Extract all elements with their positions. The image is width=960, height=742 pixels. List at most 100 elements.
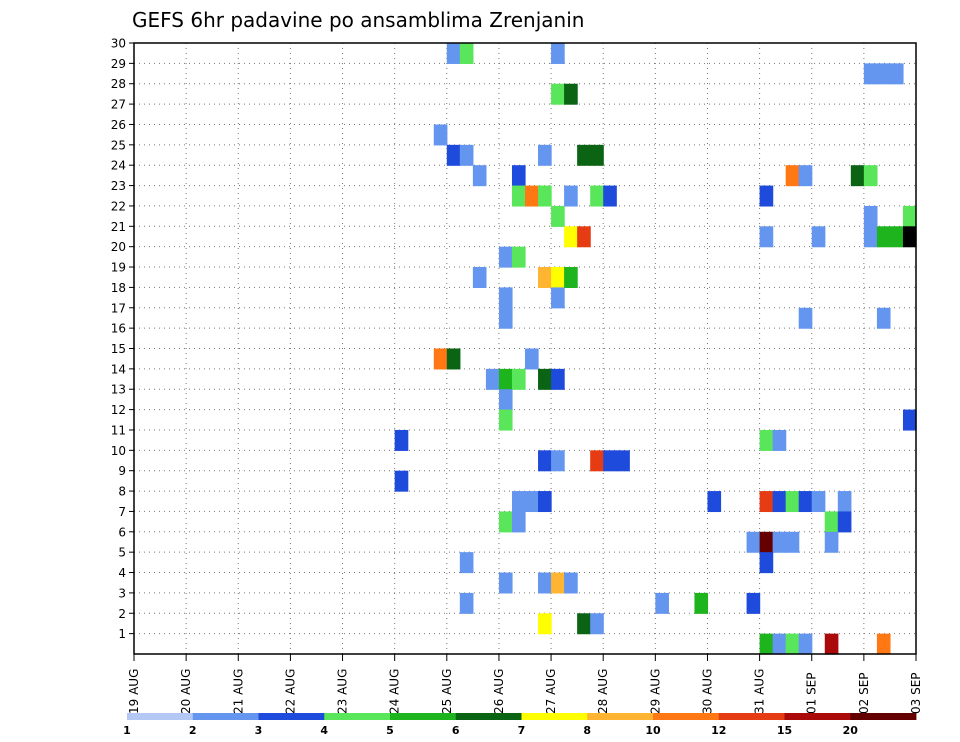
x-tick-label: 03 SEP [909,672,923,714]
y-tick-label: 25 [111,138,126,152]
x-tick-label: 24 AUG [388,669,402,714]
heatmap-cell [394,429,409,451]
y-tick-label: 14 [111,362,126,376]
colorbar-label: 12 [711,724,726,737]
heatmap-cell [459,43,474,64]
y-tick-label: 16 [111,322,126,336]
heatmap-cell [798,491,813,513]
colorbar-segment [127,713,194,720]
y-tick-label: 9 [118,464,126,478]
heatmap-cell [811,226,826,248]
heatmap-cell [876,307,891,329]
heatmap-cell [577,613,591,635]
heatmap-cell [394,470,409,492]
x-tick-label: 20 AUG [179,669,193,714]
heatmap-cell [876,633,891,655]
heatmap-cell [551,205,565,227]
heatmap-cell [902,226,917,248]
heatmap-cell [603,185,617,207]
y-tick-label: 7 [118,505,126,519]
heatmap-cell [433,348,448,370]
y-tick-label: 12 [111,403,126,417]
heatmap-cell [772,531,787,553]
heatmap-cell [798,633,813,655]
x-tick-label: 02 SEP [857,672,871,714]
y-tick-label: 24 [111,159,126,173]
y-tick-label: 17 [111,301,126,315]
heatmap-cells [394,43,917,655]
heatmap-cell [511,246,526,268]
x-tick-label: 25 AUG [440,669,454,714]
colorbar-segment [718,713,785,720]
y-tick-label: 3 [118,586,126,600]
heatmap-cell [590,450,604,472]
heatmap-cell [837,511,852,533]
y-tick-label: 23 [111,179,126,193]
heatmap-cell [498,246,513,268]
heatmap-cell [863,165,878,187]
heatmap-cell [889,63,904,85]
heatmap-cell [876,226,891,248]
x-tick-label: 31 AUG [753,669,767,714]
heatmap-cell [863,226,878,248]
colorbar-segment [850,713,917,720]
heatmap-cell [798,165,813,187]
heatmap-cell [538,450,552,472]
heatmap-cell [538,572,552,594]
colorbar-segment [324,713,391,720]
y-tick-label: 27 [111,98,126,112]
heatmap-cell [564,267,578,288]
heatmap-cell [759,531,774,553]
heatmap-cell [551,450,565,472]
x-tick-label: 22 AUG [283,669,297,714]
heatmap-cell [590,144,604,166]
heatmap-cell [590,613,604,635]
heatmap-cell [498,287,513,309]
heatmap-cell [525,491,539,513]
colorbar-label: 1 [123,724,131,737]
x-tick-label: 28 AUG [596,669,610,714]
heatmap-cell [498,389,513,411]
heatmap-cell [538,144,552,166]
heatmap-cell [785,491,800,513]
heatmap-cell [772,429,787,451]
heatmap-cell [655,592,669,614]
y-tick-label: 4 [118,566,126,580]
heatmap-cell [459,592,474,614]
heatmap-cell [759,226,774,248]
heatmap-cell [511,491,526,513]
colorbar-segment [587,713,654,720]
y-tick-label: 13 [111,383,126,397]
colorbar-segment [521,713,588,720]
heatmap-cell [551,572,565,594]
y-tick-label: 5 [118,546,126,560]
x-tick-label: 23 AUG [336,669,350,714]
y-tick-label: 29 [111,57,126,71]
heatmap-cell [863,205,878,227]
heatmap-cell [824,633,839,655]
x-tick-label: 29 AUG [648,669,662,714]
y-tick-label: 8 [118,485,126,499]
y-tick-label: 1 [118,627,126,641]
heatmap-cell [525,348,539,370]
y-tick-label: 22 [111,199,126,213]
heatmap-cell [616,450,630,472]
heatmap-cell [498,368,513,390]
heatmap-cell [759,633,774,655]
heatmap-cell [785,531,800,553]
heatmap-cell [459,552,474,574]
heatmap-cell [525,185,539,207]
colorbar-segment [390,713,457,720]
heatmap-cell [876,63,891,85]
heatmap-cell [798,307,813,329]
heatmap-cell [785,633,800,655]
x-axis-ticks: 19 AUG 20 AUG 21 AUG 22 AUG 23 AUG 24 AUG 25 A… [127,654,923,714]
y-tick-label: 20 [111,240,126,254]
heatmap-cell [577,226,591,248]
x-tick-label: 30 AUG [700,669,714,714]
y-tick-label: 18 [111,281,126,295]
heatmap-cell [498,307,513,329]
heatmap-cell [564,572,578,594]
colorbar-label: 3 [255,724,263,737]
